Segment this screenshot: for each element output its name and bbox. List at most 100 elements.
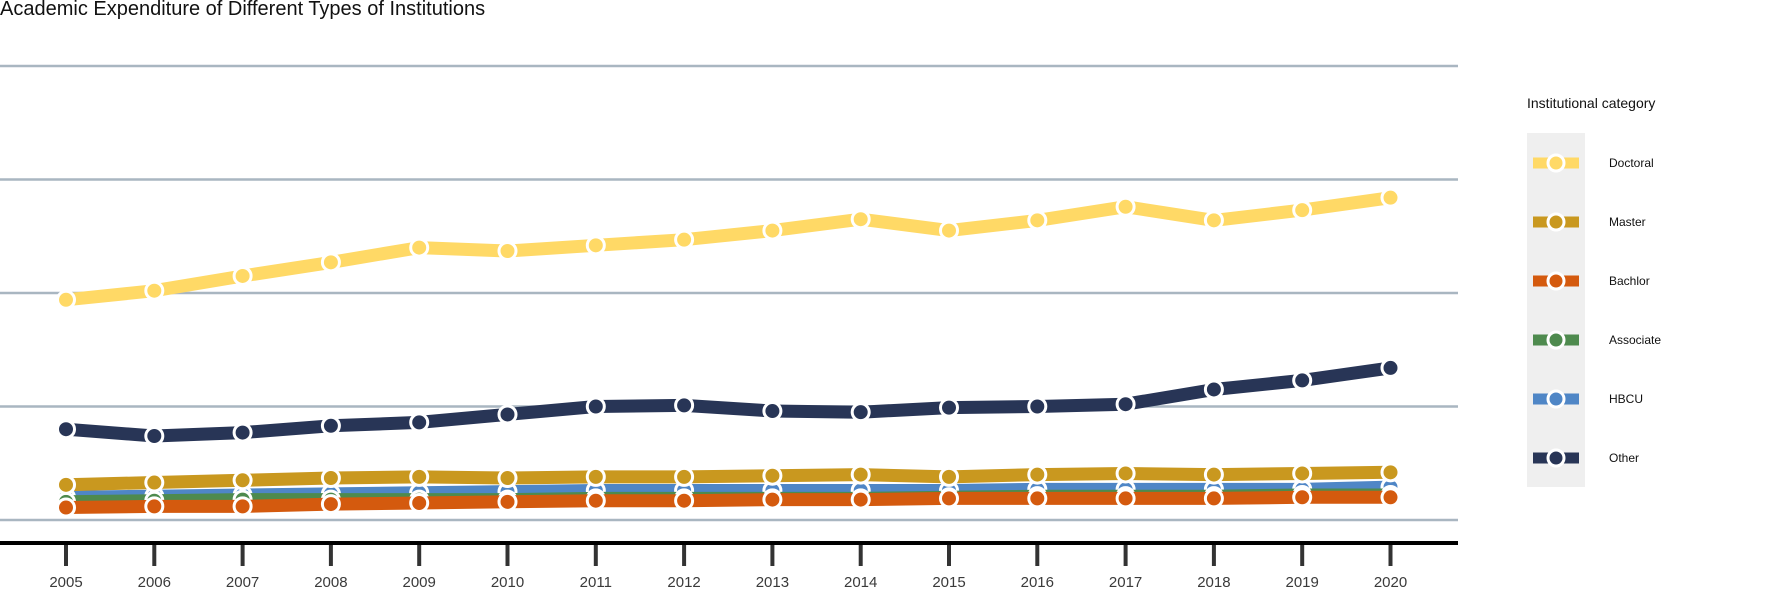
data-point: [1203, 210, 1224, 231]
data-point: [1027, 396, 1048, 417]
data-point: [939, 466, 959, 487]
legend-label: Associate: [1609, 333, 1661, 347]
data-point: [497, 468, 518, 489]
data-point: [232, 265, 253, 286]
data-point: [1115, 488, 1136, 509]
x-tick-label: 2015: [932, 574, 965, 590]
x-tick-label: 2016: [1021, 574, 1054, 590]
data-point: [144, 472, 165, 493]
x-tick-label: 2006: [138, 574, 171, 590]
x-tick-label: 2017: [1109, 574, 1142, 590]
data-point: [1380, 487, 1401, 508]
data-point: [850, 464, 871, 485]
data-point: [850, 209, 871, 230]
data-point: [232, 422, 253, 443]
legend-marker-swatch: [1546, 153, 1566, 173]
x-tick-label: 2013: [756, 574, 789, 590]
series-line: [65, 191, 1392, 307]
data-point: [1115, 394, 1136, 415]
data-point: [762, 401, 783, 422]
legend-item-bachlor: Bachlor: [1533, 271, 1650, 291]
data-point: [1292, 487, 1313, 508]
series-other: [56, 357, 1401, 447]
data-point: [1380, 187, 1401, 208]
series-doctoral: [56, 187, 1401, 310]
data-point: [1380, 462, 1401, 483]
legend-title: Institutional category: [1527, 95, 1655, 111]
data-point: [1292, 200, 1313, 221]
data-point: [320, 494, 341, 515]
data-point: [56, 474, 76, 495]
x-tick-label: 2012: [667, 574, 700, 590]
legend-marker-swatch: [1546, 330, 1566, 350]
data-point: [762, 489, 783, 510]
legend: Institutional category Doctoral Master Bac…: [1527, 95, 1661, 487]
legend-item-master: Master: [1533, 212, 1646, 232]
y-gridlines: [0, 64, 1458, 522]
data-point: [409, 466, 430, 487]
legend-marker-swatch: [1546, 448, 1566, 468]
x-tick-label: 2005: [49, 574, 82, 590]
legend-label: Bachlor: [1609, 274, 1650, 288]
data-point: [409, 412, 430, 433]
x-tick-label: 2010: [491, 574, 524, 590]
series-line: [65, 361, 1392, 443]
data-point: [1115, 463, 1136, 484]
data-point: [850, 402, 871, 423]
data-point: [232, 496, 253, 517]
data-point: [1203, 379, 1224, 400]
legend-marker-swatch: [1546, 271, 1566, 291]
data-point: [674, 395, 695, 416]
series-master: [56, 462, 1401, 495]
data-point: [144, 280, 165, 301]
data-point: [585, 466, 606, 487]
data-point: [762, 220, 783, 241]
x-tick-label: 2019: [1286, 574, 1319, 590]
legend-item-hbcu: HBCU: [1533, 389, 1643, 409]
data-point: [939, 397, 959, 418]
data-point: [320, 252, 341, 273]
legend-marker-swatch: [1546, 389, 1566, 409]
legend-label: HBCU: [1609, 392, 1643, 406]
data-point: [320, 415, 341, 436]
x-tick-label: 2007: [226, 574, 259, 590]
data-point: [1380, 357, 1401, 378]
x-tick-label: 2020: [1374, 574, 1407, 590]
data-point: [497, 491, 518, 512]
data-point: [850, 489, 871, 510]
data-point: [56, 497, 76, 518]
data-point: [674, 490, 695, 511]
data-point: [939, 488, 959, 509]
data-point: [674, 229, 695, 250]
data-point: [144, 426, 165, 447]
data-point: [497, 241, 518, 262]
series-line: [65, 465, 1391, 492]
series-bachlor: [56, 487, 1401, 518]
data-point: [585, 396, 606, 417]
data-point: [585, 490, 606, 511]
legend-label: Master: [1609, 215, 1646, 229]
data-point: [409, 237, 430, 258]
legend-item-associate: Associate: [1533, 330, 1661, 350]
x-tick-label: 2018: [1197, 574, 1230, 590]
data-point: [1203, 464, 1224, 485]
data-point: [56, 419, 76, 440]
data-point: [585, 235, 606, 256]
x-tick-label: 2008: [314, 574, 347, 590]
data-point: [232, 470, 253, 491]
legend-label: Other: [1609, 451, 1639, 465]
data-point: [1203, 488, 1224, 509]
data-point: [1027, 210, 1048, 231]
x-tick-label: 2011: [580, 574, 612, 590]
data-point: [1027, 488, 1048, 509]
x-axis: 2005 2006 2007 2008 2009 2010 2011 2012 2013 2014…: [0, 541, 1458, 590]
data-point: [56, 289, 76, 310]
data-point: [674, 466, 695, 487]
legend-item-other: Other: [1533, 448, 1639, 468]
data-point: [762, 465, 783, 486]
x-tick-label: 2014: [844, 574, 877, 590]
data-point: [1292, 370, 1313, 391]
series-layer: [56, 187, 1401, 518]
legend-label: Doctoral: [1609, 156, 1654, 170]
